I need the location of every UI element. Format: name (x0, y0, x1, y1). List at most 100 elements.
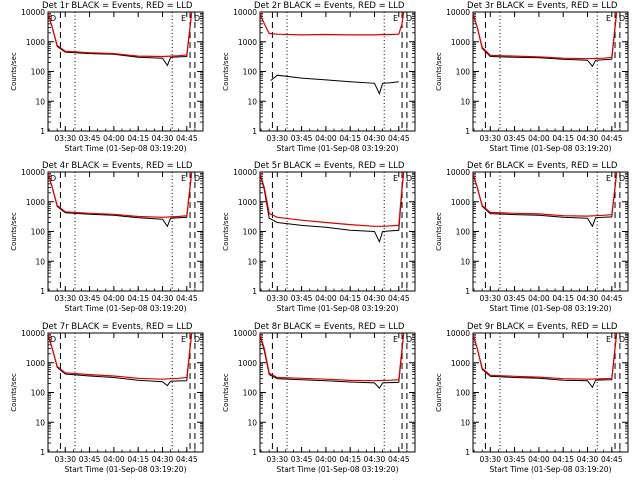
x-tick-label: 03:30 (54, 134, 76, 143)
x-tick-label: 04:15 (339, 455, 361, 464)
x-tick-label: 03:45 (504, 455, 526, 464)
x-tick-label: 04:30 (577, 294, 599, 303)
x-tick-label: 04:15 (127, 294, 149, 303)
corner-marker-label: E (393, 14, 398, 23)
x-tick-label: 03:30 (54, 455, 76, 464)
y-tick-label: 1 (252, 448, 257, 457)
corner-marker-label: D (619, 14, 625, 23)
y-tick-label: 100 (31, 228, 46, 237)
chart-title: Det 9r BLACK = Events, RED = LLD (467, 322, 618, 332)
y-tick-label: 10 (35, 418, 45, 427)
plot-frame (472, 171, 629, 292)
x-axis-label: Start Time (01-Sep-08 03:19:20) (490, 465, 612, 474)
y-tick-label: 1 (252, 127, 257, 136)
chart-panel: Det 8r BLACK = Events, RED = LLD 1 10 100 10… (222, 322, 416, 474)
y-tick-label: 1 (465, 127, 470, 136)
x-axis-label: Start Time (01-Sep-08 03:19:20) (65, 465, 187, 474)
corner-marker-label: E (181, 174, 186, 183)
events-series-line (48, 12, 193, 67)
y-tick-label: 1 (465, 448, 470, 457)
y-axis-label: Counts/sec (435, 212, 443, 251)
chart-title: Det 5r BLACK = Events, RED = LLD (254, 161, 405, 171)
corner-marker-label: D (194, 335, 200, 344)
y-tick-label: 100 (31, 68, 46, 77)
y-tick-label: 1 (252, 287, 257, 296)
y-tick-label: 10 (460, 257, 470, 266)
x-tick-label: 04:45 (601, 294, 623, 303)
y-axis-label: Counts/sec (222, 52, 230, 91)
x-tick-label: 04:15 (552, 455, 574, 464)
chart-panel: Det 5r BLACK = Events, RED = LLD 1 10 100 10… (222, 161, 416, 313)
y-tick-label: 100 (456, 68, 471, 77)
x-tick-label: 04:00 (315, 294, 337, 303)
x-tick-label: 03:30 (479, 134, 501, 143)
y-tick-label: 1000 (26, 198, 45, 207)
chart-panel: Det 2r BLACK = Events, RED = LLD 1 10 100 10… (222, 1, 416, 153)
plot-frame (47, 11, 204, 132)
x-tick-label: 04:45 (176, 455, 198, 464)
x-tick-label: 04:00 (528, 455, 550, 464)
y-axis-label: Counts/sec (435, 373, 443, 412)
x-tick-label: 04:00 (528, 294, 550, 303)
x-tick-label: 04:45 (176, 134, 198, 143)
x-tick-label: 03:45 (504, 134, 526, 143)
plot-frame (259, 171, 416, 292)
x-axis-label: Start Time (01-Sep-08 03:19:20) (277, 304, 399, 313)
x-tick-label: 04:45 (176, 294, 198, 303)
x-tick-label: 04:30 (364, 455, 386, 464)
x-tick-label: 04:45 (388, 134, 410, 143)
y-tick-label: 100 (243, 228, 258, 237)
chart-title: Det 2r BLACK = Events, RED = LLD (254, 1, 405, 11)
y-axis-label: Counts/sec (10, 212, 18, 251)
y-tick-label: 100 (456, 228, 471, 237)
events-series-line (473, 172, 618, 228)
y-tick-label: 10 (35, 257, 45, 266)
y-axis-label: Counts/sec (10, 52, 18, 91)
chart-title: Det 4r BLACK = Events, RED = LLD (42, 161, 193, 171)
y-tick-label: 10000 (21, 329, 45, 338)
x-tick-label: 03:45 (291, 294, 313, 303)
corner-marker-label: E (606, 14, 611, 23)
x-tick-label: 04:15 (127, 134, 149, 143)
y-tick-label: 10000 (233, 168, 257, 177)
y-tick-label: 10 (460, 97, 470, 106)
chart-title: Det 6r BLACK = Events, RED = LLD (467, 161, 618, 171)
y-tick-label: 10 (460, 418, 470, 427)
lld-series-line (260, 333, 405, 382)
y-tick-label: 10000 (446, 329, 470, 338)
x-tick-label: 03:45 (291, 455, 313, 464)
corner-marker-label: D (406, 174, 412, 183)
lld-series-line (48, 172, 193, 218)
x-axis-label: Start Time (01-Sep-08 03:19:20) (490, 304, 612, 313)
y-tick-label: 1 (40, 127, 45, 136)
y-tick-label: 100 (31, 389, 46, 398)
corner-marker-label: D (619, 174, 625, 183)
x-tick-label: 03:30 (266, 294, 288, 303)
lld-series-line (473, 172, 618, 217)
y-tick-label: 10 (35, 97, 45, 106)
lld-series-line (260, 172, 405, 227)
corner-marker-label: E (606, 335, 611, 344)
x-tick-label: 04:15 (339, 294, 361, 303)
corner-marker-label: E (393, 174, 398, 183)
y-axis-label: Counts/sec (222, 212, 230, 251)
x-axis-label: Start Time (01-Sep-08 03:19:20) (277, 465, 399, 474)
x-tick-label: 04:30 (577, 455, 599, 464)
x-tick-label: 04:30 (364, 294, 386, 303)
x-tick-label: 03:30 (266, 455, 288, 464)
y-tick-label: 10000 (446, 168, 470, 177)
x-tick-label: 04:30 (152, 455, 174, 464)
y-tick-label: 10000 (233, 329, 257, 338)
corner-marker-label: D (619, 335, 625, 344)
events-series-line (48, 172, 193, 228)
x-tick-label: 03:45 (291, 134, 313, 143)
x-tick-label: 04:00 (528, 134, 550, 143)
corner-marker-label: D (406, 335, 412, 344)
y-tick-label: 1 (40, 287, 45, 296)
y-tick-label: 1000 (451, 198, 470, 207)
x-axis-label: Start Time (01-Sep-08 03:19:20) (65, 304, 187, 313)
corner-marker-label: D (194, 174, 200, 183)
y-tick-label: 10000 (21, 8, 45, 17)
corner-marker-label: E (181, 14, 186, 23)
chart-panel: Det 9r BLACK = Events, RED = LLD 1 10 100 10… (435, 322, 629, 474)
